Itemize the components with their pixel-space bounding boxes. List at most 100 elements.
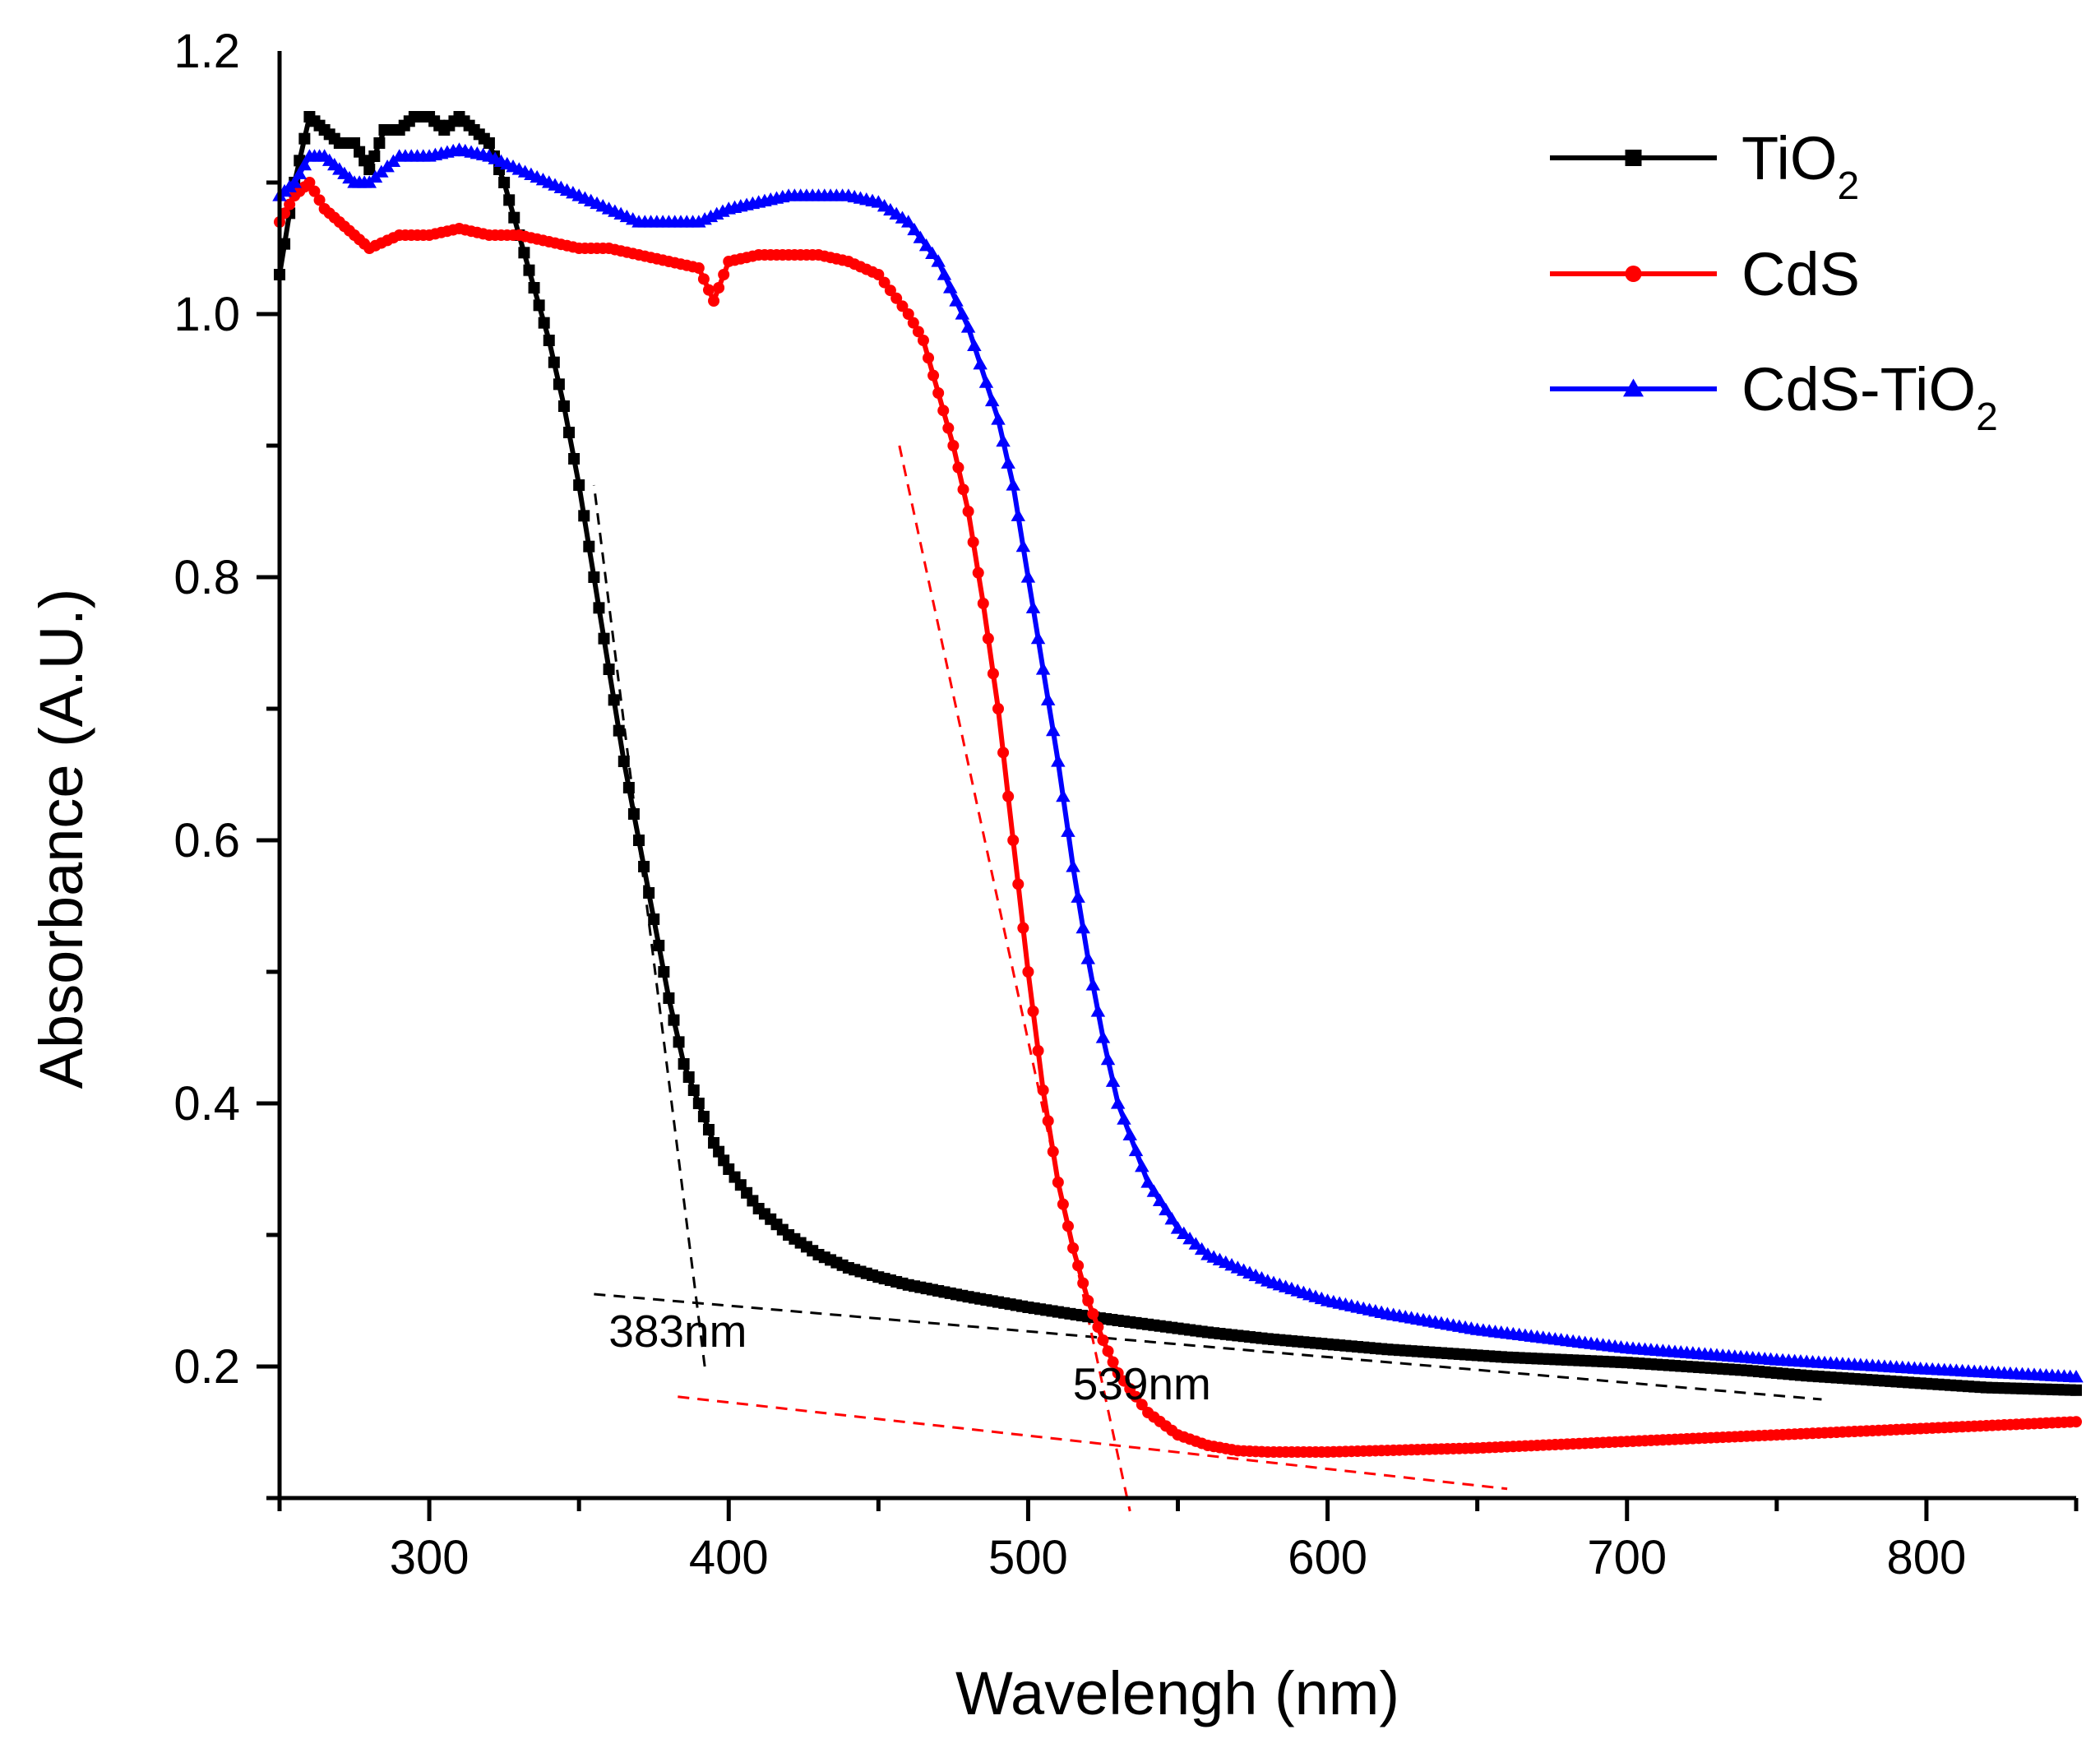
data-point: [287, 175, 302, 188]
data-point: [538, 317, 550, 329]
data-point: [1164, 1212, 1179, 1225]
data-point: [633, 835, 645, 846]
data-point: [1110, 1096, 1126, 1109]
data-point: [952, 461, 964, 474]
tangent-line: [594, 1293, 1822, 1401]
data-point: [1082, 1295, 1094, 1306]
data-point: [1100, 1052, 1116, 1066]
data-point: [1130, 1390, 1142, 1403]
legend: TiO2 CdS CdS-TiO2: [1550, 124, 1998, 439]
data-point: [1136, 1399, 1148, 1411]
data-point: [1194, 1242, 1210, 1256]
data-point: [308, 185, 321, 197]
data-point: [1080, 951, 1095, 964]
data-point: [1077, 1277, 1089, 1289]
data-point: [1006, 478, 1020, 491]
data-point: [987, 668, 999, 680]
data-point: [872, 269, 885, 280]
data-point: [354, 146, 366, 158]
data-point: [912, 326, 924, 338]
data-point: [1112, 1367, 1124, 1379]
legend-subscript: 2: [1837, 164, 1859, 208]
legend-swatch-marker: [1623, 378, 1644, 397]
data-point: [1097, 1334, 1109, 1346]
legend-swatch-marker: [1625, 150, 1642, 166]
data-point: [937, 267, 952, 280]
data-point: [697, 273, 710, 285]
data-point: [702, 284, 715, 296]
data-point: [553, 378, 565, 391]
tangent-line: [678, 1395, 1508, 1491]
series-cds: [274, 177, 2082, 1458]
data-point: [608, 694, 620, 706]
data-point: [1092, 1321, 1104, 1333]
data-point: [913, 230, 928, 243]
data-point: [997, 747, 1010, 759]
data-point: [718, 269, 730, 280]
data-point: [557, 400, 570, 412]
data-point: [1170, 1221, 1186, 1234]
data-point: [1027, 1006, 1039, 1017]
data-point: [1159, 1202, 1173, 1216]
data-point: [1062, 1220, 1074, 1232]
data-point: [1128, 1143, 1144, 1157]
data-point: [673, 1036, 685, 1048]
legend-subscript: 2: [1976, 395, 1998, 439]
data-point: [967, 536, 979, 548]
legend-label: TiO2: [1742, 124, 1859, 208]
data-point: [1146, 1184, 1162, 1197]
legend-label: CdS: [1742, 240, 1860, 308]
data-point: [2070, 1416, 2082, 1428]
data-point: [925, 246, 940, 259]
data-point: [992, 703, 1004, 714]
data-point: [1012, 878, 1025, 890]
data-point: [1040, 692, 1056, 705]
data-point: [358, 155, 371, 167]
x-tick-label: 300: [390, 1531, 469, 1584]
tangent-line: [592, 484, 706, 1367]
data-point: [598, 632, 610, 645]
data-point: [907, 317, 919, 329]
data-point: [663, 992, 675, 1004]
data-point: [932, 387, 945, 399]
y-tick-label: 0.2: [173, 1340, 240, 1394]
data-point: [548, 356, 560, 368]
data-point: [1102, 1345, 1114, 1357]
data-point: [279, 238, 291, 250]
data-point: [1122, 1127, 1137, 1140]
data-point: [713, 282, 725, 294]
data-point: [1051, 754, 1066, 767]
data-point: [1087, 1308, 1099, 1320]
data-point: [1047, 1145, 1059, 1158]
data-point: [578, 510, 590, 522]
x-tick-label: 700: [1587, 1531, 1667, 1584]
data-point: [1117, 1112, 1131, 1125]
data-point: [518, 247, 530, 259]
data-point: [643, 887, 655, 899]
data-point: [1085, 978, 1101, 991]
data-point: [1037, 1084, 1049, 1096]
x-tick-label: 800: [1887, 1531, 1967, 1584]
data-point: [901, 215, 916, 228]
data-point: [1017, 922, 1029, 934]
data-point: [533, 299, 545, 312]
data-point: [962, 506, 974, 517]
data-point: [1015, 539, 1031, 553]
data-point: [1095, 1030, 1111, 1043]
data-point: [1052, 1177, 1064, 1188]
x-tick-label: 400: [689, 1531, 769, 1584]
data-point: [498, 177, 511, 188]
tangent-lines: [592, 445, 1822, 1512]
data-point: [1046, 723, 1061, 737]
data-point: [284, 198, 296, 210]
data-point: [708, 1137, 720, 1149]
data-point: [1117, 1375, 1130, 1387]
data-point: [1002, 790, 1015, 802]
x-tick-label: 600: [1288, 1531, 1367, 1584]
data-point: [373, 137, 386, 149]
data-point: [1105, 1074, 1121, 1087]
legend-label: CdS-TiO2: [1742, 355, 1998, 439]
data-point: [973, 357, 988, 370]
legend-item-cds-tio2: CdS-TiO2: [1550, 355, 1998, 439]
